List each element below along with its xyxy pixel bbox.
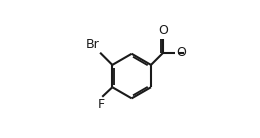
Text: O: O [177,46,187,59]
Text: O: O [158,24,168,37]
Text: Br: Br [85,38,99,51]
Text: F: F [98,98,105,111]
